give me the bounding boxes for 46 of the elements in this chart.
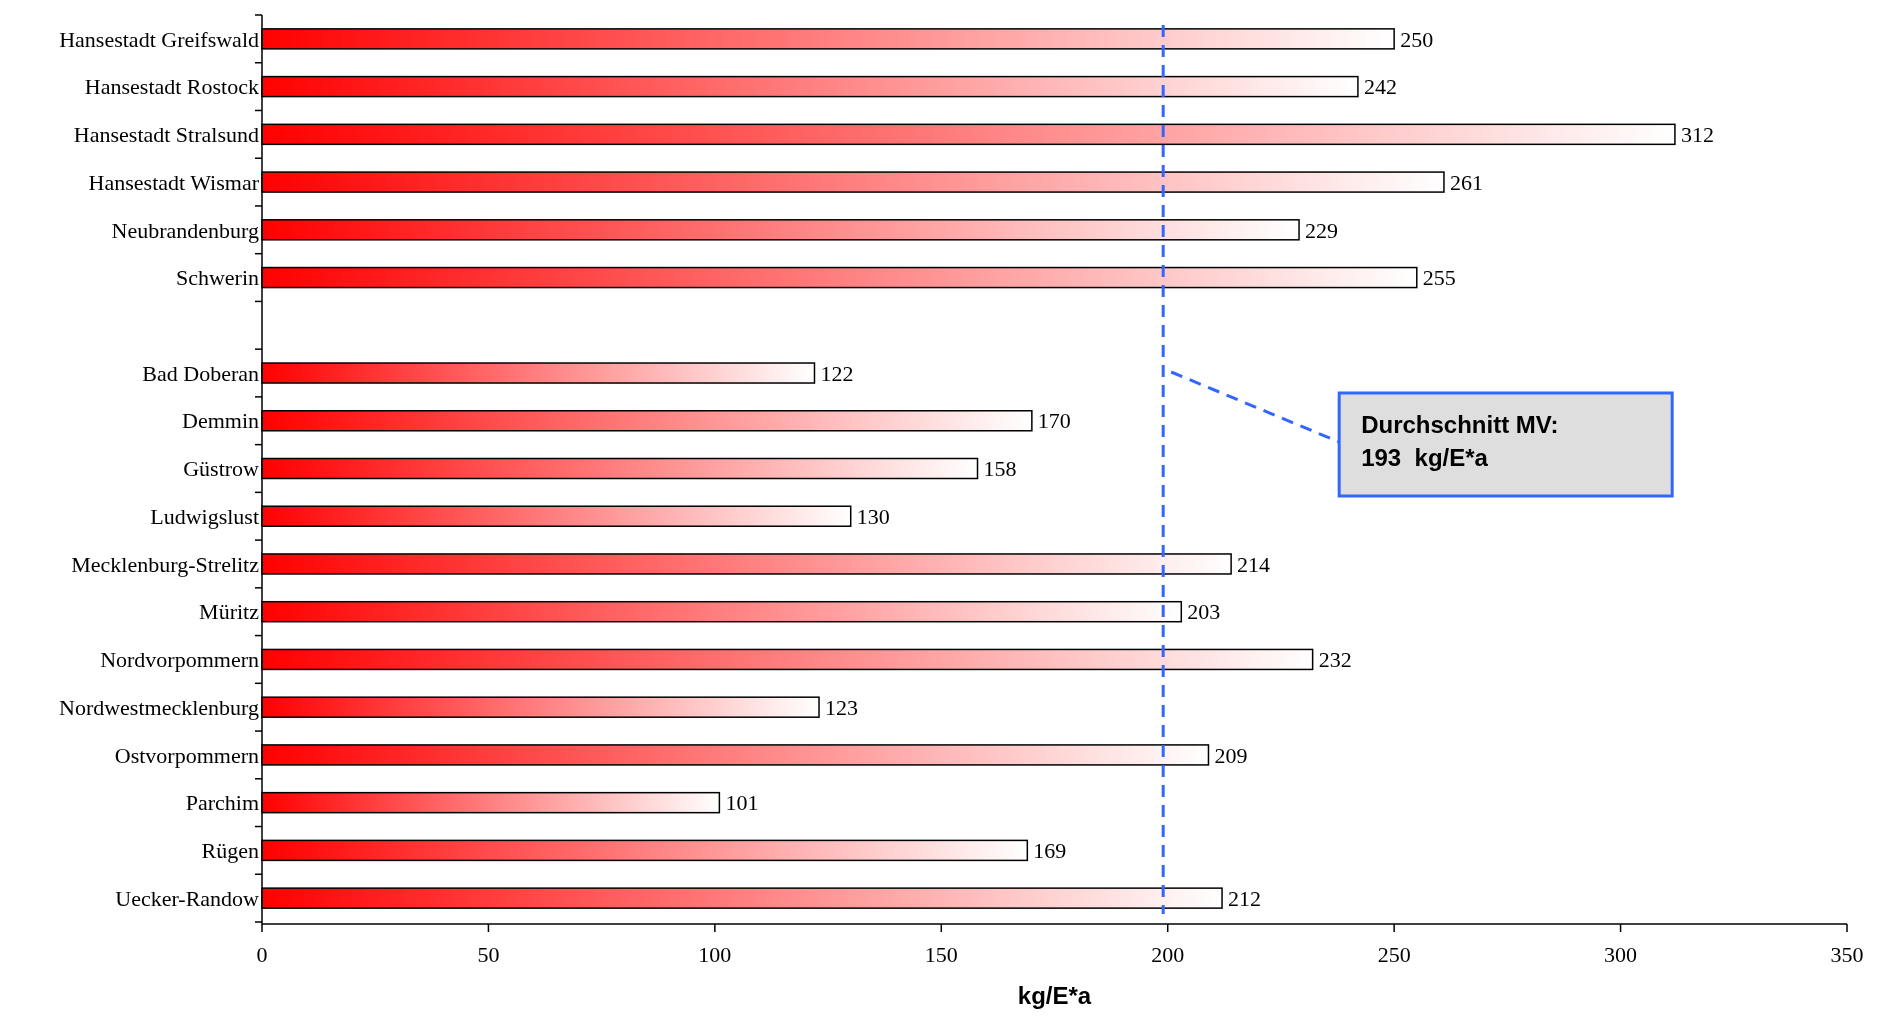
data-label: 101 (725, 790, 759, 816)
data-label: 158 (983, 456, 1017, 482)
y-tick-label: Hansestadt Stralsund (73, 122, 259, 148)
data-label: 130 (856, 503, 890, 529)
data-label: 229 (1305, 217, 1339, 243)
data-label: 170 (1037, 408, 1071, 434)
data-label: 214 (1237, 551, 1271, 577)
data-label: 169 (1033, 838, 1067, 864)
y-tick-label: Neubrandenburg (111, 217, 259, 243)
data-label: 250 (1400, 26, 1434, 52)
y-tick-label: Hansestadt Rostock (84, 74, 259, 100)
y-tick-label: Parchim (185, 790, 259, 816)
y-tick-label: Ludwigslust (150, 503, 259, 529)
y-tick-label: Schwerin (175, 265, 259, 291)
y-tick-label: Demmin (182, 408, 259, 434)
y-tick-label: Müritz (199, 599, 260, 625)
data-label: 123 (825, 694, 859, 720)
data-label: 209 (1214, 742, 1248, 768)
x-axis-title: kg/E*a (1017, 982, 1092, 1009)
data-label: 232 (1318, 647, 1352, 673)
y-tick-label: Hansestadt Wismar (88, 169, 260, 195)
x-tick-label: 0 (256, 942, 268, 967)
y-tick-label: Nordwestmecklenburg (59, 694, 259, 720)
y-tick-label: Ostvorpommern (114, 742, 259, 768)
data-label: 122 (820, 360, 854, 386)
x-tick-label: 50 (477, 942, 500, 967)
data-label: 255 (1422, 265, 1456, 291)
data-label: 261 (1449, 169, 1483, 195)
x-tick-label: 300 (1604, 942, 1638, 967)
x-tick-label: 250 (1377, 942, 1411, 967)
data-label: 242 (1363, 74, 1397, 100)
y-tick-label: Uecker-Randow (115, 885, 260, 911)
data-label: 203 (1187, 599, 1221, 625)
y-tick-label: Rügen (201, 838, 259, 864)
data-label: 312 (1680, 122, 1714, 148)
y-tick-label: Güstrow (183, 456, 260, 482)
x-tick-label: 100 (698, 942, 732, 967)
data-label: 212 (1228, 885, 1262, 911)
y-tick-label: Hansestadt Greifswald (59, 26, 259, 52)
x-tick-label: 350 (1830, 942, 1864, 967)
annotation: Durchschnitt MV: 193 kg/E*a (1361, 411, 1559, 471)
y-tick-label: Mecklenburg-Strelitz (71, 551, 260, 577)
y-tick-label: Nordvorpommern (100, 647, 259, 673)
x-tick-label: 150 (924, 942, 958, 967)
y-tick-label: Bad Doberan (142, 360, 259, 386)
x-tick-label: 200 (1151, 942, 1185, 967)
